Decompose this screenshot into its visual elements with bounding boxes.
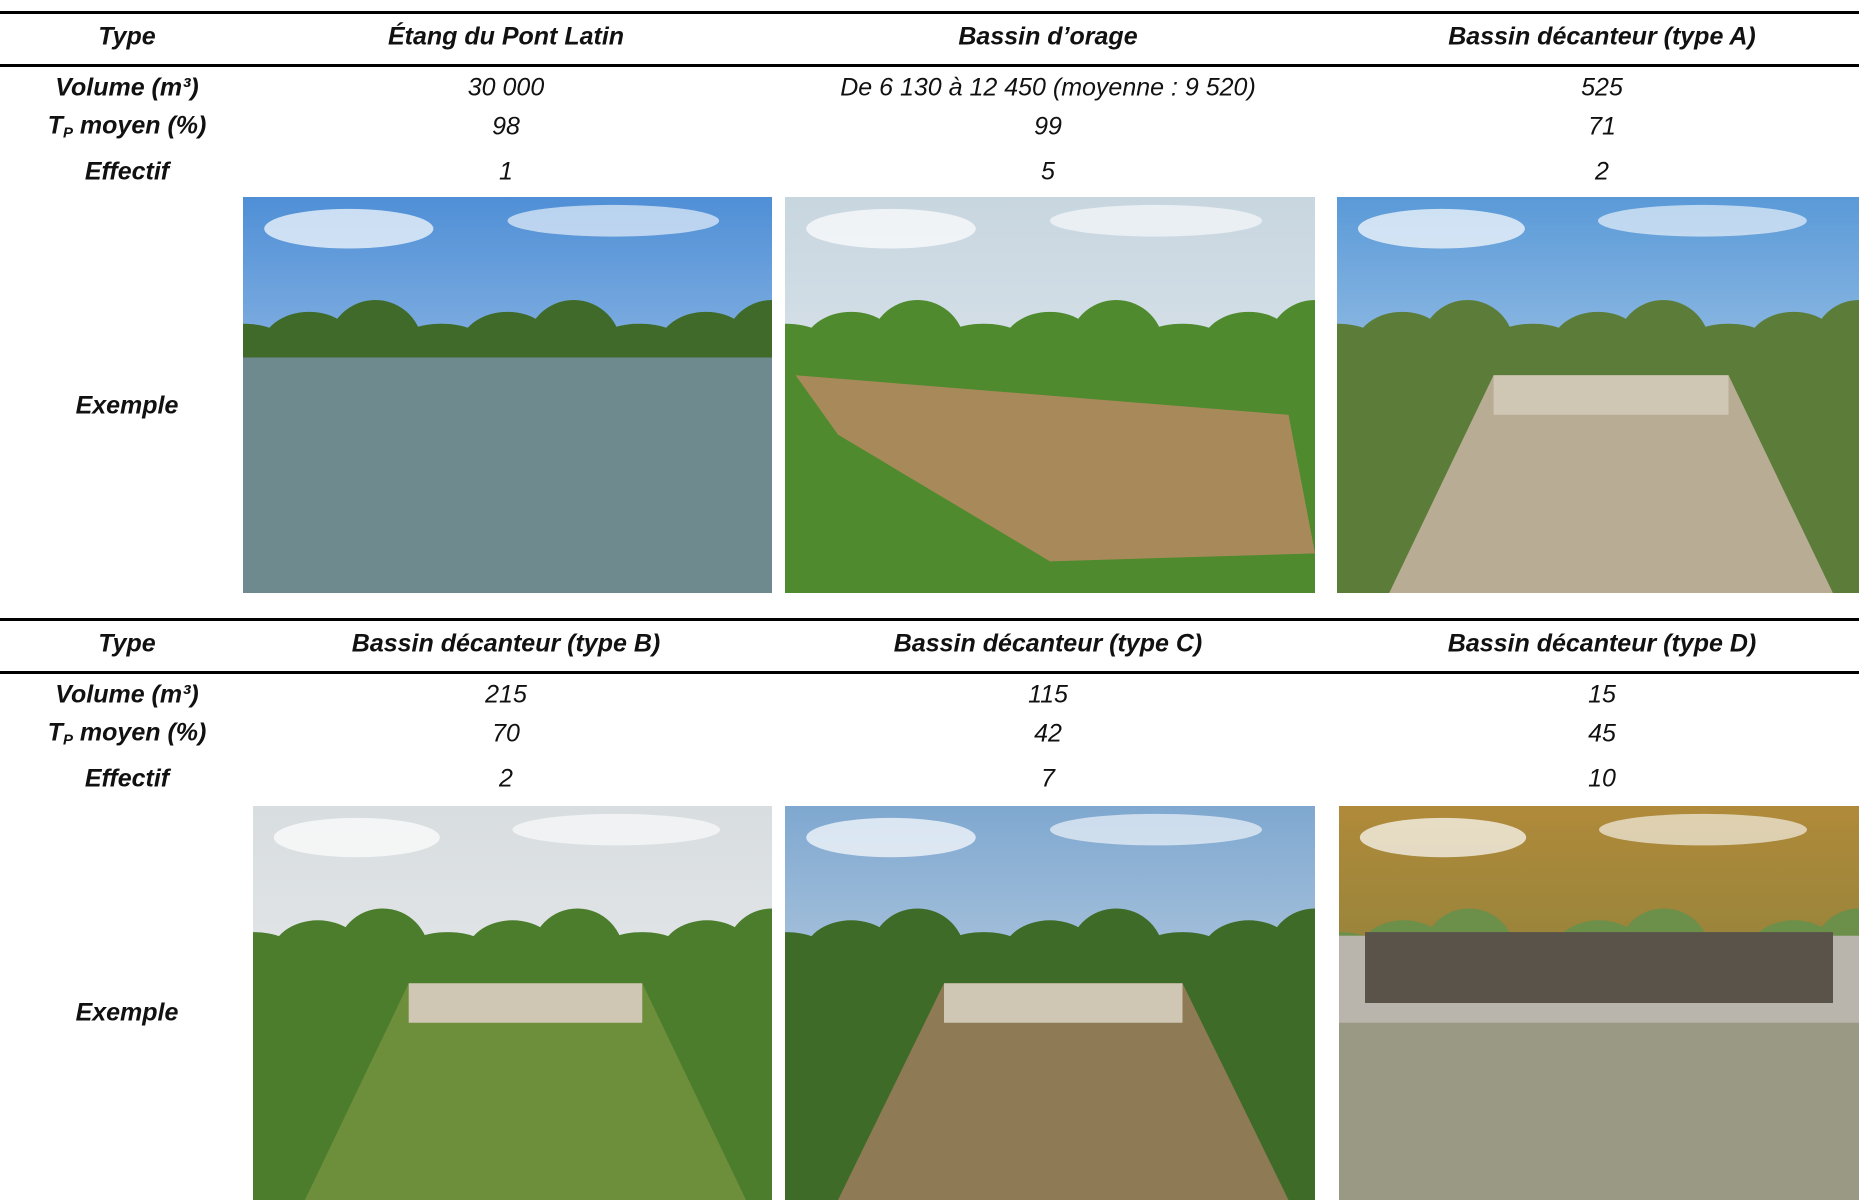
photo-shape <box>838 983 1289 1200</box>
cell: 1 <box>499 157 513 186</box>
photo <box>1337 197 1859 593</box>
cell: 42 <box>1034 719 1062 748</box>
photo-shape <box>1357 208 1525 249</box>
photo-shape <box>795 375 1315 562</box>
header-label: Type <box>98 629 156 658</box>
photo-shape <box>806 817 976 858</box>
header-label: Type <box>98 22 156 51</box>
photo-shape <box>1389 375 1833 593</box>
row-label: TP moyen (%) <box>47 111 207 142</box>
photo-shape <box>507 204 720 237</box>
photo-shape <box>304 983 747 1200</box>
cell: 2 <box>499 764 513 793</box>
cell: 2 <box>1595 157 1609 186</box>
cell: 45 <box>1588 719 1616 748</box>
cell: De 6 130 à 12 450 (moyenne : 9 520) <box>840 73 1256 102</box>
cell: 99 <box>1034 112 1062 141</box>
column-header: Bassin décanteur (type C) <box>893 629 1203 658</box>
column-header: Bassin décanteur (type A) <box>1448 22 1756 51</box>
header-rule <box>0 671 1859 674</box>
header-rule <box>0 64 1859 67</box>
cell: 98 <box>492 112 520 141</box>
photo-shape <box>944 983 1183 1023</box>
photo-shape <box>243 357 772 593</box>
row-label: Exemple <box>75 998 179 1027</box>
cell: 71 <box>1588 112 1616 141</box>
photo-shape <box>273 817 440 858</box>
column-header: Bassin décanteur (type D) <box>1447 629 1757 658</box>
label-part: moyen (%) <box>72 718 207 747</box>
row-label: Effectif <box>84 157 170 186</box>
photo-shape <box>264 208 434 249</box>
cell: 5 <box>1041 157 1055 186</box>
label-part: T <box>47 718 63 747</box>
photo <box>1339 806 1859 1200</box>
top-rule <box>0 618 1859 621</box>
photo-shape <box>1339 1022 1859 1200</box>
photo-shape <box>408 983 643 1023</box>
photo <box>243 197 772 593</box>
photo-shape <box>1598 204 1807 237</box>
cell: 30 000 <box>467 73 545 102</box>
photo-shape <box>1050 204 1262 237</box>
photo-shape <box>1365 932 1833 1003</box>
photo-shape <box>512 813 721 846</box>
cell: 10 <box>1588 764 1616 793</box>
label-part: P <box>62 731 73 749</box>
photo-shape <box>1493 375 1729 415</box>
photo-shape <box>1599 813 1807 846</box>
photo-shape <box>1359 817 1527 858</box>
row-label: TP moyen (%) <box>47 718 207 749</box>
cell: 115 <box>1028 680 1068 709</box>
cell: 215 <box>485 680 527 709</box>
column-header: Étang du Pont Latin <box>387 22 625 51</box>
photo <box>253 806 772 1200</box>
photo-shape <box>806 208 976 249</box>
cell: 525 <box>1581 73 1623 102</box>
cell: 7 <box>1041 764 1055 793</box>
cell: 15 <box>1588 680 1616 709</box>
row-label: Volume (m³) <box>55 73 199 102</box>
cell: 70 <box>492 719 520 748</box>
row-label: Effectif <box>84 764 170 793</box>
photo-shape <box>1050 813 1262 846</box>
photo <box>785 806 1315 1200</box>
label-part: P <box>62 124 73 142</box>
label-part: T <box>47 111 63 140</box>
column-header: Bassin d’orage <box>958 22 1138 51</box>
row-label: Exemple <box>75 391 179 420</box>
photo <box>785 197 1315 593</box>
column-header: Bassin décanteur (type B) <box>351 629 661 658</box>
top-rule <box>0 11 1859 14</box>
label-part: moyen (%) <box>72 111 207 140</box>
row-label: Volume (m³) <box>55 680 199 709</box>
